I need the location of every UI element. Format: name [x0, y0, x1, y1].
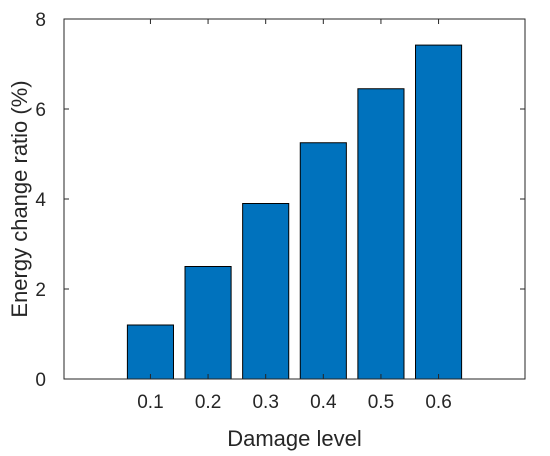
x-tick-label: 0.6 [425, 392, 451, 413]
y-axis-label: Energy change ratio (%) [7, 80, 32, 317]
y-tick-label: 2 [35, 280, 46, 301]
x-tick-label: 0.3 [252, 392, 278, 413]
y-tick-label: 8 [35, 10, 46, 31]
x-axis-label: Damage level [227, 426, 362, 451]
x-tick-label: 0.5 [368, 392, 394, 413]
bars-group [126, 44, 463, 380]
x-ticks-group: 0.1 0.2 0.3 0.4 0.5 0.6 [137, 19, 452, 413]
bar-0.5 [357, 88, 405, 380]
x-tick-label: 0.4 [310, 392, 337, 413]
y-tick-label: 0 [35, 370, 46, 391]
bar-0.4 [299, 142, 347, 380]
y-tick-label: 4 [35, 190, 46, 211]
x-tick-label: 0.2 [195, 392, 221, 413]
y-ticks-group: 0 2 4 6 8 [35, 10, 525, 391]
bar-0.1 [126, 324, 174, 380]
bar-0.2 [184, 266, 232, 380]
bar-0.6 [415, 44, 463, 380]
y-tick-label: 6 [35, 100, 46, 121]
x-tick-label: 0.1 [137, 392, 163, 413]
bar-0.3 [242, 203, 290, 380]
